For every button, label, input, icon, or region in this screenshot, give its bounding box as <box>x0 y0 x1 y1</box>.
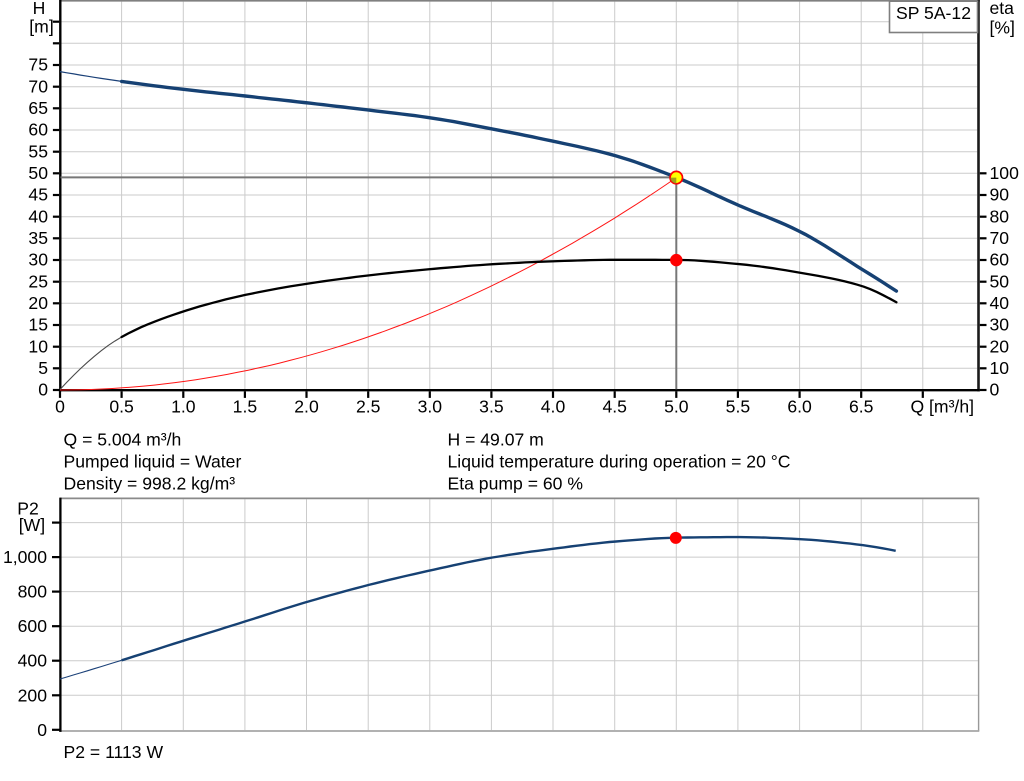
svg-text:50: 50 <box>990 271 1010 291</box>
svg-text:2.5: 2.5 <box>356 397 381 417</box>
svg-text:[m]: [m] <box>29 17 53 37</box>
svg-text:4.0: 4.0 <box>541 397 566 417</box>
svg-text:[%]: [%] <box>990 17 1015 37</box>
svg-text:60: 60 <box>990 250 1010 270</box>
svg-text:4.5: 4.5 <box>602 397 627 417</box>
svg-text:H = 49.07 m: H = 49.07 m <box>448 430 544 450</box>
svg-text:3.5: 3.5 <box>479 397 504 417</box>
svg-text:30: 30 <box>990 315 1010 335</box>
svg-text:50: 50 <box>28 163 48 183</box>
svg-text:75: 75 <box>28 55 48 75</box>
svg-text:2.0: 2.0 <box>294 397 319 417</box>
svg-text:100: 100 <box>990 163 1020 183</box>
svg-text:40: 40 <box>28 206 48 226</box>
svg-text:10: 10 <box>28 336 48 356</box>
svg-text:90: 90 <box>990 185 1010 205</box>
svg-text:400: 400 <box>18 651 48 671</box>
svg-text:Pumped liquid = Water: Pumped liquid = Water <box>64 452 242 472</box>
svg-text:[W]: [W] <box>19 515 45 535</box>
svg-text:Density = 998.2 kg/m³: Density = 998.2 kg/m³ <box>64 474 236 494</box>
svg-text:80: 80 <box>990 206 1010 226</box>
svg-text:0: 0 <box>38 380 48 400</box>
svg-text:15: 15 <box>28 315 48 335</box>
svg-text:Q [m³/h]: Q [m³/h] <box>910 397 974 417</box>
svg-text:6.5: 6.5 <box>849 397 874 417</box>
svg-text:35: 35 <box>28 228 48 248</box>
svg-text:5.0: 5.0 <box>664 397 689 417</box>
svg-text:200: 200 <box>18 685 48 705</box>
svg-text:P2 = 1113 W: P2 = 1113 W <box>64 742 164 762</box>
svg-text:600: 600 <box>18 616 48 636</box>
svg-text:eta: eta <box>990 0 1015 18</box>
svg-text:0.5: 0.5 <box>109 397 134 417</box>
svg-text:70: 70 <box>28 76 48 96</box>
svg-text:25: 25 <box>28 271 48 291</box>
svg-text:5.5: 5.5 <box>726 397 751 417</box>
svg-text:0: 0 <box>990 380 1000 400</box>
svg-text:Q = 5.004 m³/h: Q = 5.004 m³/h <box>64 430 182 450</box>
svg-text:65: 65 <box>28 98 48 118</box>
svg-text:0: 0 <box>55 397 65 417</box>
svg-text:0: 0 <box>37 720 47 740</box>
svg-text:Eta pump = 60 %: Eta pump = 60 % <box>448 474 584 494</box>
svg-text:1,000: 1,000 <box>3 547 47 567</box>
svg-text:55: 55 <box>28 141 48 161</box>
svg-text:1.0: 1.0 <box>171 397 196 417</box>
svg-text:60: 60 <box>28 120 48 140</box>
svg-text:SP 5A-12: SP 5A-12 <box>896 3 971 23</box>
svg-text:10: 10 <box>990 358 1010 378</box>
svg-text:20: 20 <box>990 336 1010 356</box>
svg-text:800: 800 <box>18 582 48 602</box>
svg-text:5: 5 <box>38 358 48 378</box>
svg-text:45: 45 <box>28 185 48 205</box>
svg-text:70: 70 <box>990 228 1010 248</box>
svg-text:20: 20 <box>28 293 48 313</box>
svg-text:30: 30 <box>28 250 48 270</box>
svg-text:1.5: 1.5 <box>233 397 258 417</box>
svg-text:3.0: 3.0 <box>418 397 443 417</box>
svg-text:40: 40 <box>990 293 1010 313</box>
svg-text:H: H <box>33 0 46 18</box>
svg-text:P2: P2 <box>17 499 39 519</box>
svg-text:6.0: 6.0 <box>787 397 812 417</box>
svg-text:Liquid temperature during oper: Liquid temperature during operation = 20… <box>448 452 791 472</box>
